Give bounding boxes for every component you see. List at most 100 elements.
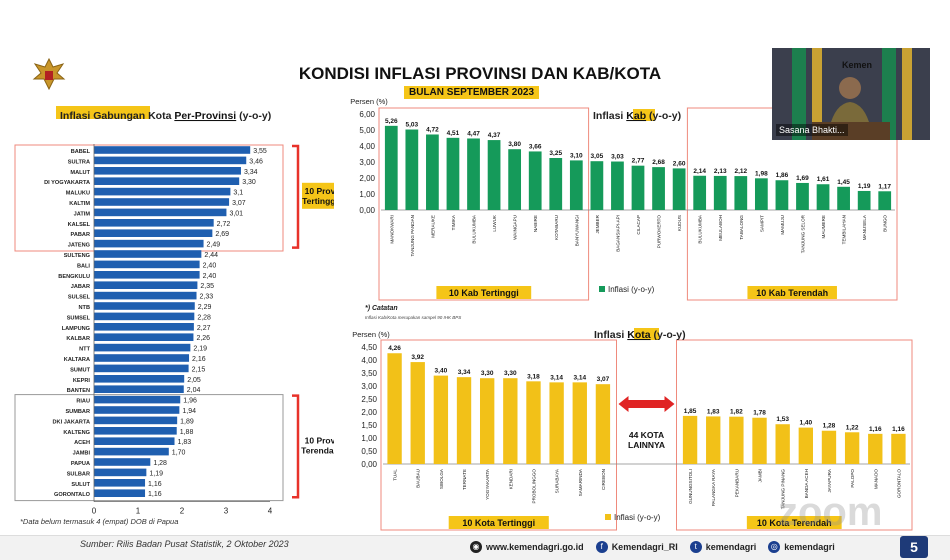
bar bbox=[94, 343, 191, 352]
bar bbox=[94, 354, 190, 362]
data-label: 1,17 bbox=[878, 183, 891, 190]
data-label: 3,55 bbox=[253, 148, 267, 155]
website-link[interactable]: www.kemendagri.go.id bbox=[486, 542, 584, 552]
bar bbox=[94, 489, 146, 497]
bar bbox=[526, 381, 541, 464]
bar bbox=[682, 415, 698, 464]
category-label: KUDUS bbox=[677, 215, 682, 231]
category-label: SULBAR bbox=[67, 471, 90, 477]
category-label: KENDARI bbox=[508, 469, 513, 489]
bar bbox=[94, 156, 247, 165]
bar bbox=[729, 416, 744, 464]
bar bbox=[94, 281, 198, 289]
instagram-link[interactable]: kemendagri bbox=[784, 542, 835, 552]
category-label: BANYUWANGI bbox=[574, 215, 579, 246]
legend-swatch bbox=[605, 514, 611, 520]
data-label: 2,29 bbox=[198, 304, 212, 311]
data-label: 4,51 bbox=[447, 130, 460, 137]
chart-note-detail: Inflasi Kab/Kota merupakan sampel 90 IHK… bbox=[365, 315, 461, 320]
data-label: 2,28 bbox=[197, 314, 211, 321]
group-label-bg bbox=[436, 286, 532, 299]
group-box-high bbox=[378, 107, 590, 301]
category-label: MAUMERE bbox=[821, 215, 826, 238]
video-tag: Kemen bbox=[842, 60, 873, 70]
bar bbox=[734, 176, 748, 210]
data-label: 1,53 bbox=[776, 416, 789, 423]
bar bbox=[672, 168, 686, 210]
twitter-link[interactable]: kemendagri bbox=[705, 542, 757, 552]
group-box-bottom bbox=[14, 394, 284, 502]
bar bbox=[94, 447, 169, 456]
bar bbox=[94, 323, 194, 331]
data-label: 2,26 bbox=[196, 335, 210, 342]
chart-title: Inflasi Kab (y-o-y) bbox=[593, 110, 681, 122]
data-label: 1,96 bbox=[183, 398, 197, 405]
group-label-bg bbox=[448, 516, 549, 529]
data-label: 2,33 bbox=[200, 294, 214, 301]
category-label: JAYAPURA bbox=[827, 468, 832, 493]
bar bbox=[405, 129, 419, 210]
chart-note: *Data belum termasuk 4 (empat) DOB di Pa… bbox=[20, 517, 178, 526]
category-label: BENGKULU bbox=[58, 274, 90, 280]
y-tick-label: 4,00 bbox=[361, 356, 377, 365]
bar bbox=[456, 377, 472, 464]
data-label: 2,72 bbox=[217, 221, 231, 228]
data-label: 5,03 bbox=[406, 122, 419, 129]
chart-title: Inflasi Kota (y-o-y) bbox=[594, 329, 686, 341]
data-label: 2,04 bbox=[187, 387, 201, 394]
data-label: 1,22 bbox=[846, 424, 859, 431]
category-label: JEMBER bbox=[595, 214, 600, 233]
category-label: MERAUKE bbox=[430, 215, 435, 238]
y-tick-label: 0,00 bbox=[359, 206, 375, 215]
bar bbox=[549, 382, 564, 464]
category-label: MALUKU bbox=[66, 191, 90, 197]
group-label-bg bbox=[746, 516, 842, 529]
category-label: TABALONG bbox=[739, 215, 744, 240]
data-label: 3,34 bbox=[458, 369, 471, 376]
category-label: SAMARINDA bbox=[578, 468, 583, 496]
globe-icon: ◉ bbox=[470, 541, 482, 553]
category-label: MAMUJU bbox=[780, 215, 785, 235]
data-label: 1,45 bbox=[837, 179, 850, 186]
y-tick-label: 5,00 bbox=[359, 126, 375, 135]
bar bbox=[94, 271, 200, 279]
group-label: 10 Kab Tertinggi bbox=[449, 288, 519, 298]
data-label: 3,05 bbox=[591, 153, 604, 160]
category-label: YOGYAKARTA bbox=[485, 468, 490, 500]
data-label: 4,26 bbox=[388, 345, 401, 352]
y-tick-label: 0,00 bbox=[361, 460, 377, 469]
page-title: KONDISI INFLASI PROVINSI DAN KAB/KOTA bbox=[298, 64, 662, 83]
bar bbox=[528, 151, 542, 210]
bar bbox=[868, 433, 883, 464]
bar bbox=[479, 378, 495, 464]
bar bbox=[569, 160, 583, 210]
category-label: BULUKUMBA bbox=[472, 214, 477, 244]
double-arrow-icon bbox=[618, 396, 675, 412]
x-tick-label: 2 bbox=[180, 507, 185, 516]
category-label: KALTARA bbox=[64, 357, 90, 363]
bracket-top bbox=[292, 144, 300, 249]
title-highlight bbox=[56, 106, 150, 119]
bar bbox=[878, 191, 892, 210]
y-tick-label: 2,50 bbox=[361, 395, 377, 404]
category-label: RIAU bbox=[76, 399, 90, 405]
y-tick-label: 2,00 bbox=[359, 174, 375, 183]
data-label: 1,78 bbox=[753, 410, 766, 417]
facebook-link[interactable]: Kemendagri_RI bbox=[611, 542, 678, 552]
category-label: LAMPUNG bbox=[62, 326, 90, 332]
category-label: TERNATE bbox=[462, 469, 467, 490]
y-tick-label: 2,00 bbox=[361, 408, 377, 417]
video-thumbnail[interactable] bbox=[772, 48, 930, 140]
bar bbox=[611, 161, 624, 210]
category-label: PAPUA bbox=[71, 461, 90, 467]
category-label: DKI JAKARTA bbox=[53, 419, 91, 425]
category-label: CILACAP bbox=[636, 215, 641, 235]
y-axis-label: Persen (%) bbox=[352, 330, 390, 339]
chart-title-part: Kota bbox=[627, 329, 650, 341]
category-label: SULTRA bbox=[68, 159, 90, 165]
chart-title-part: Kab bbox=[626, 110, 646, 122]
bar bbox=[94, 239, 204, 248]
category-label: MALUT bbox=[70, 170, 90, 176]
category-label: JATIM bbox=[74, 211, 91, 217]
bar bbox=[713, 175, 727, 210]
